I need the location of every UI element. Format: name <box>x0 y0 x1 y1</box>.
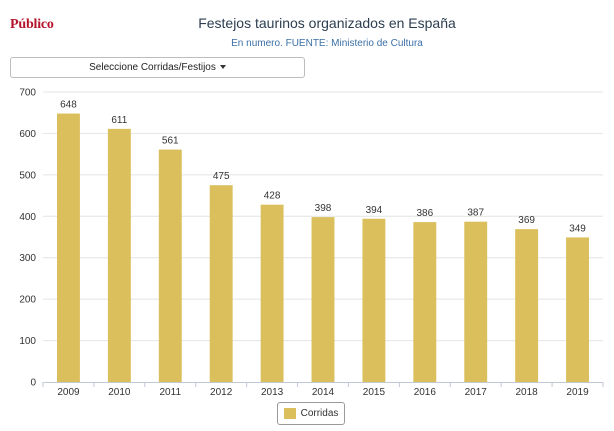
x-tick-label: 2009 <box>57 387 80 398</box>
x-tick-label: 2013 <box>261 387 284 398</box>
data-label: 386 <box>416 208 433 219</box>
data-label: 387 <box>467 208 484 219</box>
chart-subtitle: En numero. FUENTE: Ministerio de Cultura <box>231 38 423 49</box>
data-label: 349 <box>569 223 586 234</box>
publico-logo: Público <box>10 17 54 32</box>
bar <box>209 185 233 382</box>
y-tick-label: 200 <box>19 295 36 306</box>
x-tick-label: 2010 <box>108 387 131 398</box>
x-tick-label: 2011 <box>160 387 182 398</box>
bar <box>566 237 589 382</box>
data-label: 394 <box>366 205 383 216</box>
legend-label: Corridas <box>300 408 339 419</box>
x-tick-label: 2012 <box>210 387 233 398</box>
y-tick-label: 600 <box>19 129 36 140</box>
bar <box>413 222 437 382</box>
legend-item-corridas[interactable]: Corridas <box>277 402 345 425</box>
y-tick-label: 0 <box>30 378 36 389</box>
y-tick-label: 500 <box>19 170 36 181</box>
chart-title: Festejos taurinos organizados en España <box>198 15 456 31</box>
x-tick-label: 2018 <box>516 387 539 398</box>
bar <box>158 149 182 382</box>
bar <box>515 229 539 382</box>
x-tick-label: 2016 <box>414 387 437 398</box>
bar <box>311 217 335 382</box>
bar <box>107 128 131 382</box>
y-tick-label: 700 <box>19 88 36 99</box>
data-label: 428 <box>264 191 281 202</box>
data-label: 398 <box>315 203 332 214</box>
y-tick-label: 100 <box>19 336 36 347</box>
data-label: 648 <box>60 100 77 111</box>
bar <box>260 204 284 382</box>
data-label: 611 <box>111 115 127 126</box>
bar <box>464 221 488 382</box>
bar <box>57 113 80 383</box>
data-label: 369 <box>518 215 535 226</box>
x-tick-label: 2019 <box>566 387 589 398</box>
y-tick-label: 300 <box>19 253 36 264</box>
data-label: 561 <box>162 136 179 147</box>
x-tick-label: 2014 <box>312 387 335 398</box>
legend-swatch <box>283 408 296 419</box>
data-label: 475 <box>213 171 230 182</box>
y-tick-label: 400 <box>19 212 36 223</box>
bar <box>362 218 386 382</box>
x-tick-label: 2015 <box>363 387 386 398</box>
x-tick-label: 2017 <box>465 387 488 398</box>
series-selector-label: Seleccione Corridas/Festijos <box>89 62 216 73</box>
chevron-down-icon <box>219 65 226 70</box>
series-selector-dropdown[interactable]: Seleccione Corridas/Festijos <box>10 57 305 78</box>
